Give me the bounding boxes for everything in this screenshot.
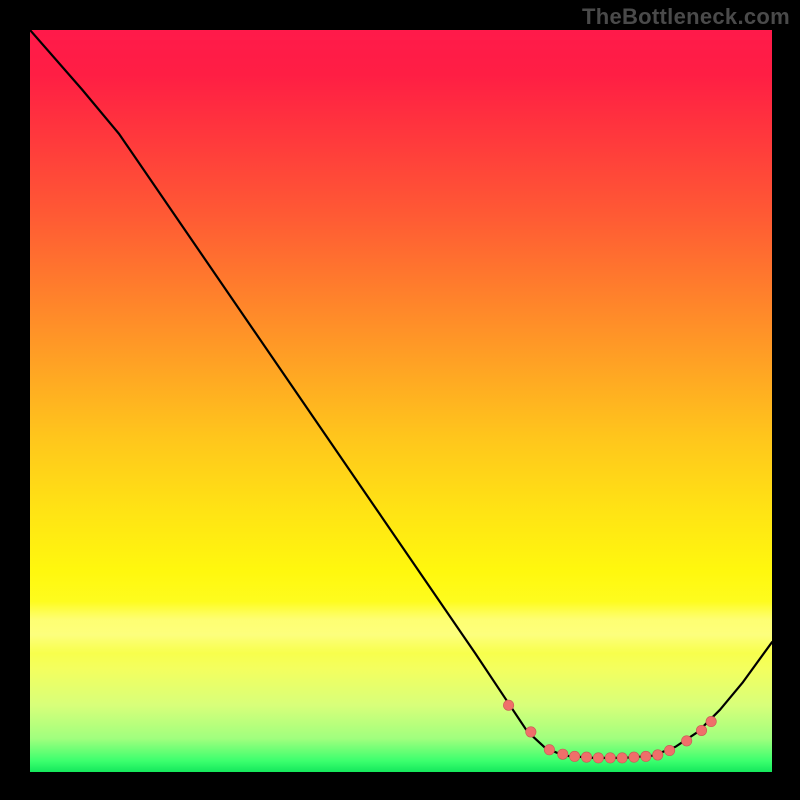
data-marker [641, 751, 651, 761]
data-marker [526, 727, 536, 737]
data-marker [605, 753, 615, 763]
data-marker [569, 751, 579, 761]
data-marker [681, 736, 691, 746]
data-marker [696, 725, 706, 735]
data-marker [503, 700, 513, 710]
data-marker [544, 745, 554, 755]
data-marker [581, 752, 591, 762]
chart-background [30, 30, 772, 772]
data-marker [653, 750, 663, 760]
data-marker [664, 745, 674, 755]
chart-plot-area [30, 30, 772, 772]
chart-frame: TheBottleneck.com [0, 0, 800, 800]
data-marker [593, 753, 603, 763]
chart-haze-band [30, 601, 772, 653]
data-marker [706, 716, 716, 726]
data-marker [629, 752, 639, 762]
data-marker [617, 753, 627, 763]
data-marker [558, 749, 568, 759]
watermark-text: TheBottleneck.com [582, 4, 790, 30]
